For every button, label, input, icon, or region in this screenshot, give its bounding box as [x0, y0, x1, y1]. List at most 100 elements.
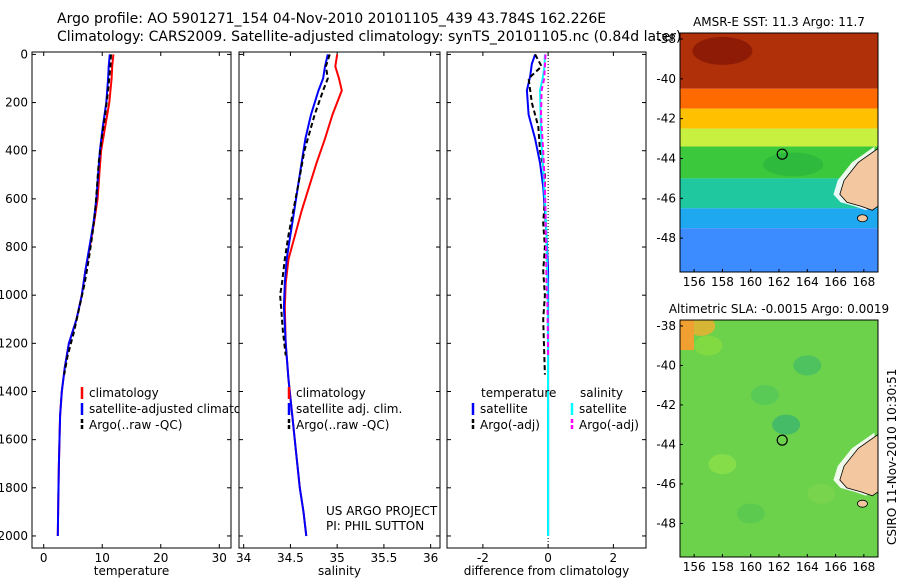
plot-frame [31, 51, 232, 549]
map-field [680, 33, 878, 272]
color-band [680, 128, 878, 147]
legend-label: Argo(..raw -QC) [296, 418, 389, 432]
y-tick-label: -40 [656, 72, 676, 86]
x-tick-label: 34.5 [277, 551, 304, 565]
legend-label: satellite-adjusted climatology [89, 402, 267, 416]
y-tick-label: 1800 [0, 481, 28, 495]
x-tick-label: 156 [683, 560, 706, 574]
y-tick-label: -46 [656, 477, 676, 491]
y-tick-label: 600 [5, 192, 28, 206]
series-line-satellite-adj-clim- [282, 54, 329, 537]
x-tick-label: 164 [796, 560, 819, 574]
x-tick-label: 35.5 [371, 551, 398, 565]
legend-header: salinity [580, 386, 623, 400]
y-tick-label: -46 [656, 191, 676, 205]
stewart-island [857, 214, 868, 223]
x-tick-label: 164 [796, 275, 819, 289]
y-tick-label: 1400 [0, 384, 28, 398]
legend-label: satellite [480, 402, 528, 416]
panel-salinity: 34 34.5 35 35.5 36 salinity climatology satelli… [236, 51, 441, 578]
x-tick-label: 160 [739, 275, 762, 289]
x-axis-label: temperature [94, 564, 169, 578]
x-axis-label: difference from climatology [464, 564, 630, 578]
x-tick-label: 166 [824, 560, 847, 574]
series-line-argo-adj- [539, 54, 550, 356]
y-tick-label: -40 [656, 358, 676, 372]
y-tick-label: 200 [5, 96, 28, 110]
x-tick-label: 166 [824, 275, 847, 289]
x-tick-label: 10 [95, 551, 110, 565]
legend-label: Argo(..raw -QC) [89, 418, 182, 432]
x-tick-label: 156 [683, 275, 706, 289]
plot-frame [238, 51, 441, 549]
series-line-argo-raw-qc- [63, 54, 112, 375]
color-band [680, 108, 878, 129]
sla-patch [694, 335, 723, 356]
x-tick-label: 158 [711, 275, 734, 289]
y-tick-label: -38 [656, 319, 676, 333]
color-band [680, 320, 878, 557]
color-band [680, 208, 878, 229]
legend-label: climatology [89, 386, 159, 400]
sst-patch [763, 152, 824, 177]
sst-warm-core [692, 36, 753, 65]
map-title: Altimetric SLA: -0.0015 Argo: 0.0019 [669, 302, 889, 316]
y-tick-label: -48 [656, 516, 676, 530]
x-tick-label: 20 [153, 551, 168, 565]
y-tick-label: -42 [656, 112, 676, 126]
map-field [680, 320, 878, 557]
x-tick-label: 162 [768, 560, 791, 574]
legend-label: Argo(-adj) [579, 418, 639, 432]
sla-patch [736, 503, 765, 524]
legend-label: satellite adj. clim. [296, 402, 402, 416]
plot-frame [446, 51, 647, 549]
x-tick-label: -2 [477, 551, 489, 565]
x-tick-label: 2 [610, 551, 618, 565]
y-tick-label: 1200 [0, 336, 28, 350]
series-line-argo-raw-qc- [279, 54, 331, 356]
sla-patch [687, 320, 716, 336]
y-tick-label: 1000 [0, 288, 28, 302]
argo-position-marker [776, 148, 788, 160]
y-tick-label: -38 [656, 32, 676, 46]
legend-header: temperature [481, 386, 556, 400]
y-tick-label: 800 [5, 240, 28, 254]
stewart-island [857, 499, 868, 508]
sla-patch [750, 385, 779, 406]
x-tick-label: 34 [236, 551, 251, 565]
argo-position-marker [776, 434, 788, 446]
x-tick-label: 30 [212, 551, 227, 565]
project-credit: PI: PHIL SUTTON [326, 519, 424, 533]
color-band [680, 228, 878, 272]
y-tick-label: -44 [656, 151, 676, 165]
x-tick-label: 160 [739, 560, 762, 574]
sla-high-corner [680, 320, 694, 350]
series-line-argo-adj- [527, 53, 546, 375]
legend-label: Argo(-adj) [480, 418, 540, 432]
legend-label: satellite [579, 402, 627, 416]
y-tick-label: 400 [5, 144, 28, 158]
x-tick-label: 162 [768, 275, 791, 289]
sla-patch [772, 414, 801, 435]
sla-patch [708, 454, 737, 475]
x-tick-label: 35 [330, 551, 345, 565]
y-tick-label: -44 [656, 437, 676, 451]
x-tick-label: 36 [423, 551, 438, 565]
figure-title-line2: Climatology: CARS2009. Satellite-adjuste… [57, 29, 682, 45]
project-credit: US ARGO PROJECT [326, 504, 438, 518]
x-tick-label: 0 [40, 551, 48, 565]
sla-patch [793, 355, 822, 376]
y-tick-label: -42 [656, 398, 676, 412]
legend-label: climatology [296, 386, 366, 400]
map-title: AMSR-E SST: 11.3 Argo: 11.7 [693, 15, 865, 29]
x-tick-label: 168 [852, 275, 875, 289]
panel-temperature: 0 10 20 30 0 200 400 600 800 1000 1200 1400 1600 1800… [0, 47, 267, 578]
x-tick-label: 0 [544, 551, 552, 565]
y-tick-label: 2000 [0, 529, 28, 543]
map-sla_map: Altimetric SLA: -0.0015 Argo: 0.0019 156 1… [656, 302, 889, 574]
sla-patch [807, 483, 836, 504]
figure-title-line1: Argo profile: AO 5901271_154 04-Nov-2010… [57, 11, 607, 27]
x-tick-label: 168 [852, 560, 875, 574]
